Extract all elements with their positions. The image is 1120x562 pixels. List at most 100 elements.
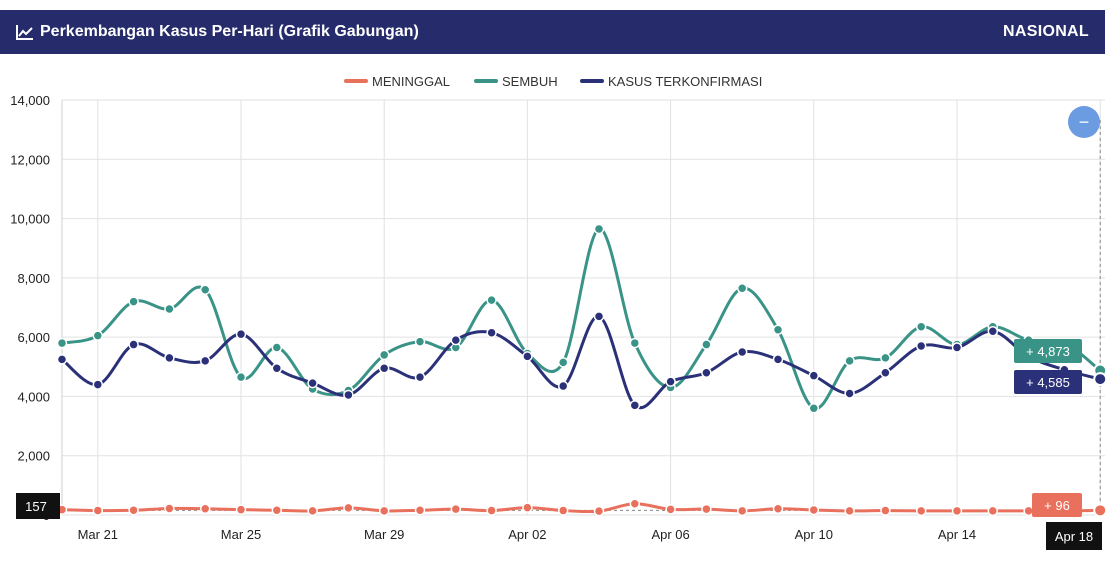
data-point[interactable] bbox=[915, 340, 927, 352]
tooltip-box bbox=[1014, 370, 1082, 394]
data-point[interactable] bbox=[235, 328, 247, 340]
x-tick-label: Apr 10 bbox=[795, 527, 833, 542]
data-point[interactable] bbox=[557, 357, 569, 368]
data-point[interactable] bbox=[880, 352, 891, 364]
data-point[interactable] bbox=[915, 321, 927, 333]
crosshair-x-label: Apr 18 bbox=[1046, 522, 1102, 550]
data-point[interactable] bbox=[557, 505, 569, 516]
data-point[interactable] bbox=[199, 503, 211, 515]
data-point[interactable] bbox=[271, 505, 283, 516]
data-point[interactable] bbox=[808, 370, 820, 381]
crosshair-y-box bbox=[16, 493, 60, 519]
data-point[interactable] bbox=[844, 355, 855, 367]
data-point[interactable] bbox=[808, 504, 820, 516]
data-point[interactable] bbox=[450, 503, 462, 515]
data-point[interactable] bbox=[987, 505, 999, 517]
data-point[interactable] bbox=[128, 339, 139, 350]
chart-title: Perkembangan Kasus Per-Hari (Grafik Gabu… bbox=[40, 23, 419, 40]
tooltip-text: + 4,585 bbox=[1026, 375, 1070, 390]
data-point[interactable] bbox=[736, 346, 748, 358]
data-point[interactable] bbox=[1093, 372, 1108, 387]
header-left: Perkembangan Kasus Per-Hari (Grafik Gabu… bbox=[16, 23, 419, 41]
data-point[interactable] bbox=[629, 400, 641, 411]
data-point[interactable] bbox=[1093, 503, 1108, 518]
data-point[interactable] bbox=[307, 377, 318, 389]
data-point[interactable] bbox=[880, 367, 891, 378]
data-point[interactable] bbox=[951, 342, 963, 353]
data-point[interactable] bbox=[378, 363, 390, 374]
data-point[interactable] bbox=[378, 349, 390, 361]
data-point[interactable] bbox=[880, 505, 891, 516]
data-point[interactable] bbox=[414, 371, 426, 383]
data-point[interactable] bbox=[522, 502, 533, 513]
data-point[interactable] bbox=[164, 503, 175, 514]
data-point[interactable] bbox=[92, 505, 104, 516]
data-point[interactable] bbox=[128, 296, 139, 307]
data-point[interactable] bbox=[343, 502, 354, 514]
data-point[interactable] bbox=[56, 354, 68, 365]
crosshair-x-text: Apr 18 bbox=[1055, 529, 1093, 544]
data-point[interactable] bbox=[593, 505, 605, 517]
data-point[interactable] bbox=[414, 336, 426, 347]
data-point[interactable] bbox=[450, 334, 462, 346]
data-point[interactable] bbox=[665, 376, 676, 387]
data-point[interactable] bbox=[307, 505, 318, 517]
data-point[interactable] bbox=[128, 505, 139, 516]
data-point[interactable] bbox=[844, 388, 855, 399]
data-point[interactable] bbox=[736, 505, 748, 517]
reset-zoom-button[interactable]: − bbox=[1068, 106, 1100, 138]
legend-label: SEMBUH bbox=[502, 74, 558, 89]
crosshair-y-label: 157 bbox=[16, 493, 60, 519]
data-point[interactable] bbox=[629, 337, 641, 349]
data-point[interactable] bbox=[522, 351, 533, 362]
legend-item[interactable]: MENINGGAL bbox=[344, 74, 450, 89]
data-point[interactable] bbox=[772, 503, 784, 515]
data-point[interactable] bbox=[343, 389, 354, 401]
data-point[interactable] bbox=[593, 223, 605, 235]
data-point[interactable] bbox=[629, 498, 641, 509]
data-point[interactable] bbox=[915, 505, 927, 517]
region-label: NASIONAL bbox=[1003, 23, 1089, 40]
line-chart: 02,0004,0006,0008,00010,00012,00014,000M… bbox=[10, 74, 1108, 550]
data-point[interactable] bbox=[557, 380, 569, 392]
legend-item[interactable]: KASUS TERKONFIRMASI bbox=[580, 74, 762, 89]
data-point[interactable] bbox=[414, 505, 426, 516]
data-point[interactable] bbox=[199, 284, 211, 295]
data-point[interactable] bbox=[92, 330, 104, 341]
reset-zoom-circle[interactable] bbox=[1068, 106, 1100, 138]
data-point[interactable] bbox=[164, 303, 175, 315]
data-point[interactable] bbox=[271, 363, 283, 374]
data-point[interactable] bbox=[486, 327, 497, 338]
data-point[interactable] bbox=[1023, 505, 1034, 517]
data-point[interactable] bbox=[736, 282, 748, 294]
data-point[interactable] bbox=[56, 337, 68, 349]
data-point[interactable] bbox=[486, 294, 497, 306]
data-point[interactable] bbox=[772, 354, 784, 365]
data-point[interactable] bbox=[164, 352, 175, 364]
data-point[interactable] bbox=[665, 504, 676, 515]
tooltip-box bbox=[1032, 493, 1082, 517]
data-point[interactable] bbox=[987, 325, 999, 337]
legend-item[interactable]: SEMBUH bbox=[474, 74, 558, 89]
y-tick-label: 4,000 bbox=[17, 389, 50, 404]
series-line-sembuh bbox=[61, 227, 1102, 410]
data-point[interactable] bbox=[593, 311, 605, 322]
data-point[interactable] bbox=[701, 503, 712, 515]
data-point[interactable] bbox=[199, 355, 211, 367]
data-point[interactable] bbox=[951, 505, 963, 517]
data-point[interactable] bbox=[808, 403, 820, 414]
data-point[interactable] bbox=[486, 505, 497, 516]
data-point[interactable] bbox=[92, 379, 104, 390]
data-point[interactable] bbox=[271, 342, 283, 353]
legend-label: KASUS TERKONFIRMASI bbox=[608, 74, 762, 89]
data-point[interactable] bbox=[701, 367, 712, 378]
data-point[interactable] bbox=[844, 505, 855, 517]
chart-header: Perkembangan Kasus Per-Hari (Grafik Gabu… bbox=[0, 10, 1105, 54]
data-point[interactable] bbox=[235, 504, 247, 515]
y-tick-label: 10,000 bbox=[10, 212, 50, 227]
data-point[interactable] bbox=[235, 371, 247, 383]
minus-icon[interactable]: − bbox=[1079, 112, 1090, 132]
data-point[interactable] bbox=[701, 339, 712, 350]
data-point[interactable] bbox=[378, 505, 390, 517]
data-point[interactable] bbox=[772, 324, 784, 335]
